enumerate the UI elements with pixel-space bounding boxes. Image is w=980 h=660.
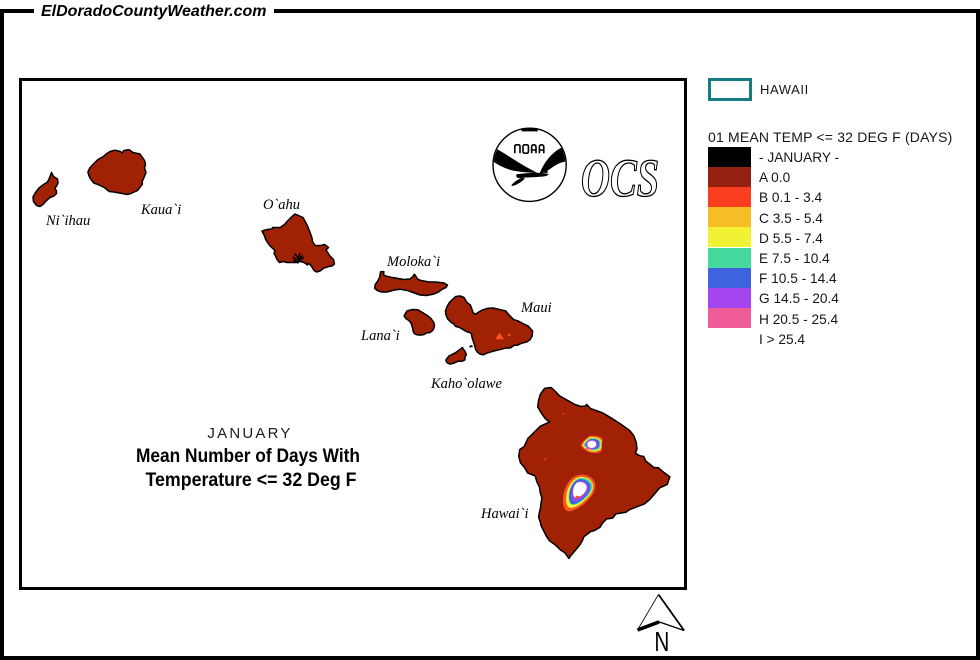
svg-text:Maui: Maui <box>520 300 552 316</box>
svg-text:N: N <box>654 627 669 658</box>
svg-text:Kaho`olawe: Kaho`olawe <box>430 376 502 392</box>
svg-text:Hawai`i: Hawai`i <box>480 506 529 522</box>
svg-text:OCS: OCS <box>581 148 659 208</box>
svg-text:Moloka`i: Moloka`i <box>386 254 440 270</box>
svg-text:Kaua`i: Kaua`i <box>140 202 181 218</box>
svg-text:Lana`i: Lana`i <box>360 328 400 344</box>
svg-text:O`ahu: O`ahu <box>263 197 300 213</box>
svg-text:Ni`ihau: Ni`ihau <box>45 213 90 229</box>
